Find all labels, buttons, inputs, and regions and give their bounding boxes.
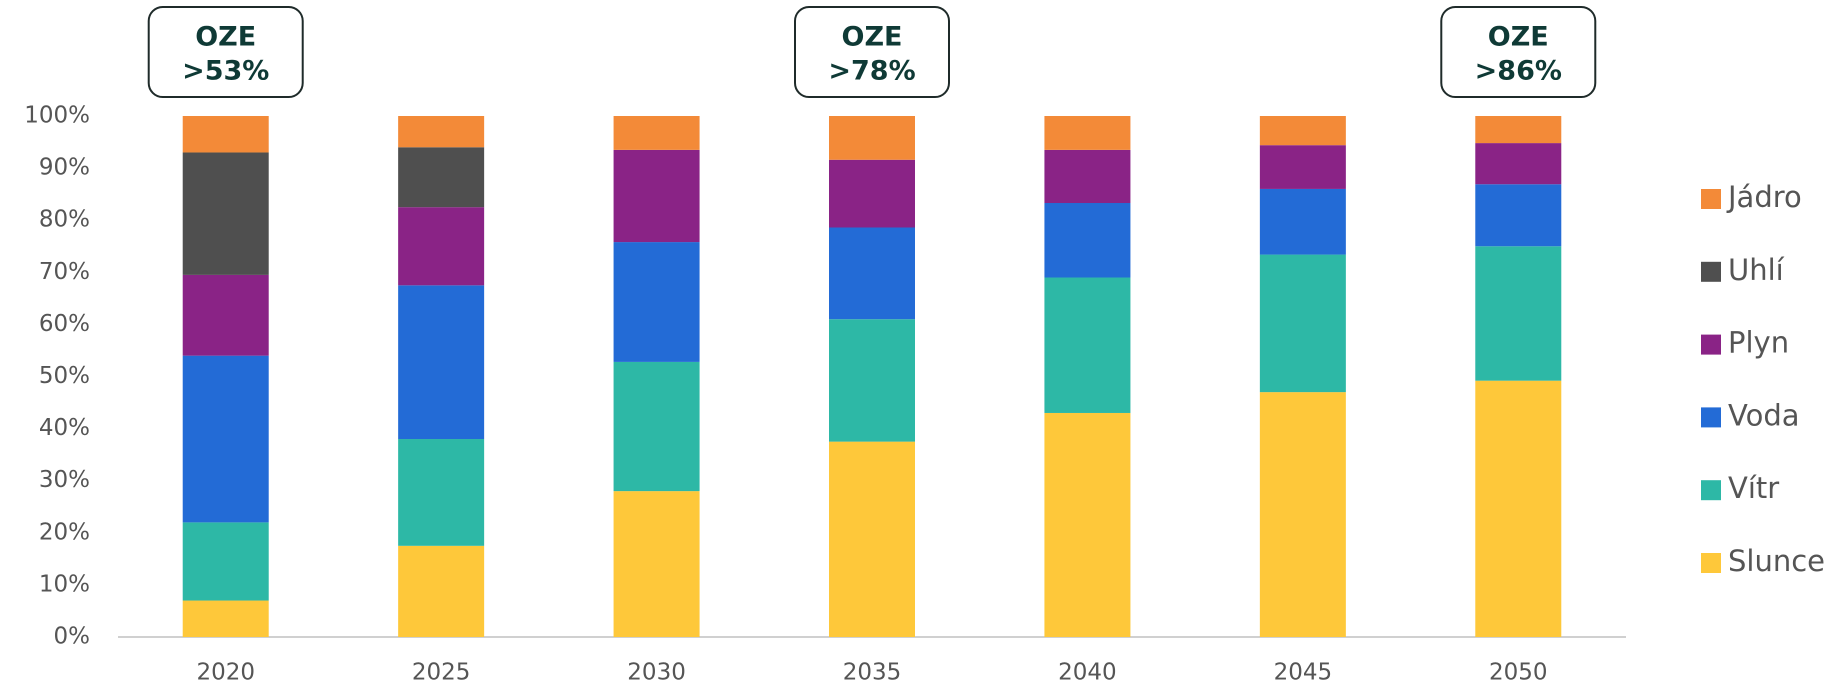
bar-segment bbox=[1475, 246, 1562, 381]
y-tick-label: 30% bbox=[39, 467, 90, 493]
bar-segment bbox=[1044, 203, 1131, 278]
x-tick-label: 2030 bbox=[627, 660, 686, 686]
bar-segment bbox=[398, 207, 485, 286]
bar-segment bbox=[182, 600, 269, 637]
x-tick-label: 2050 bbox=[1489, 660, 1548, 686]
x-tick-label: 2020 bbox=[196, 660, 255, 686]
y-tick-label: 40% bbox=[39, 415, 90, 441]
callout-box bbox=[794, 6, 950, 98]
bar-segment bbox=[829, 227, 915, 320]
legend-swatch bbox=[1701, 334, 1721, 355]
bar-segment bbox=[1044, 412, 1131, 637]
callout-text: OZE bbox=[1488, 22, 1549, 53]
bar-segment bbox=[613, 242, 700, 362]
callout-text: >78% bbox=[828, 56, 915, 87]
legend-label: Voda bbox=[1728, 398, 1800, 432]
y-tick-label: 80% bbox=[39, 207, 90, 233]
callout-box bbox=[147, 6, 304, 98]
bar-segment bbox=[1475, 116, 1562, 144]
bar-segment bbox=[1259, 392, 1346, 637]
y-tick-label: 60% bbox=[39, 311, 90, 337]
bar-segment bbox=[1475, 184, 1562, 247]
bar-segment bbox=[398, 285, 485, 440]
bar-segment bbox=[829, 441, 915, 637]
callout-text: >86% bbox=[1475, 56, 1562, 87]
bar-segment bbox=[1259, 145, 1346, 189]
bar-segment bbox=[398, 545, 485, 637]
callout-text: >53% bbox=[182, 56, 269, 87]
bar-segment bbox=[613, 491, 700, 637]
y-tick-label: 50% bbox=[39, 363, 90, 389]
bar-segment bbox=[829, 159, 915, 228]
bar-segment bbox=[1044, 277, 1131, 413]
bar-segment bbox=[1259, 116, 1346, 146]
legend-swatch bbox=[1701, 189, 1721, 209]
x-tick-label: 2040 bbox=[1058, 660, 1117, 686]
bar-segment bbox=[398, 116, 485, 148]
bar-segment bbox=[1044, 149, 1131, 204]
bar-segment bbox=[829, 116, 915, 160]
y-tick-label: 100% bbox=[24, 103, 90, 129]
y-tick-label: 90% bbox=[39, 155, 90, 181]
bar-segment bbox=[1475, 380, 1562, 637]
bar-segment bbox=[1475, 143, 1562, 185]
legend-label: Slunce bbox=[1728, 544, 1825, 578]
bar-segment bbox=[829, 319, 915, 442]
legend-swatch bbox=[1701, 261, 1721, 282]
bar-segment bbox=[613, 149, 700, 243]
legend-label: Jádro bbox=[1726, 180, 1802, 214]
legend-swatch bbox=[1701, 480, 1721, 501]
x-tick-label: 2025 bbox=[412, 660, 471, 686]
bar-segment bbox=[1259, 254, 1346, 393]
y-tick-label: 70% bbox=[39, 259, 90, 285]
bar-segment bbox=[182, 522, 269, 601]
bar-segment bbox=[182, 355, 269, 523]
x-tick-label: 2045 bbox=[1274, 660, 1333, 686]
bar-segment bbox=[613, 361, 700, 492]
legend-swatch bbox=[1701, 553, 1721, 573]
bar-segment bbox=[182, 152, 269, 275]
x-tick-label: 2035 bbox=[843, 660, 902, 686]
callout-text: OZE bbox=[195, 22, 256, 53]
y-tick-label: 20% bbox=[39, 519, 90, 545]
callout-text: OZE bbox=[842, 22, 903, 53]
legend-label: Uhlí bbox=[1728, 253, 1785, 287]
bar-segment bbox=[398, 439, 485, 546]
bar-segment bbox=[182, 116, 269, 153]
legend-swatch bbox=[1701, 407, 1721, 428]
bar-segment bbox=[1259, 188, 1346, 255]
y-tick-label: 10% bbox=[39, 571, 90, 597]
callout-box bbox=[1440, 6, 1597, 98]
bar-segment bbox=[1044, 116, 1131, 150]
legend-label: Plyn bbox=[1728, 326, 1789, 360]
legend-label: Vítr bbox=[1728, 471, 1779, 505]
bar-segment bbox=[182, 274, 269, 356]
bar-segment bbox=[613, 116, 700, 150]
bar-segment bbox=[398, 147, 485, 208]
y-tick-label: 0% bbox=[54, 624, 91, 650]
